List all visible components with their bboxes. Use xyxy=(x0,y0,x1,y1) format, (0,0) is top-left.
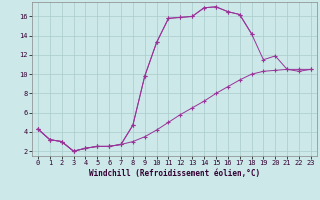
X-axis label: Windchill (Refroidissement éolien,°C): Windchill (Refroidissement éolien,°C) xyxy=(89,169,260,178)
